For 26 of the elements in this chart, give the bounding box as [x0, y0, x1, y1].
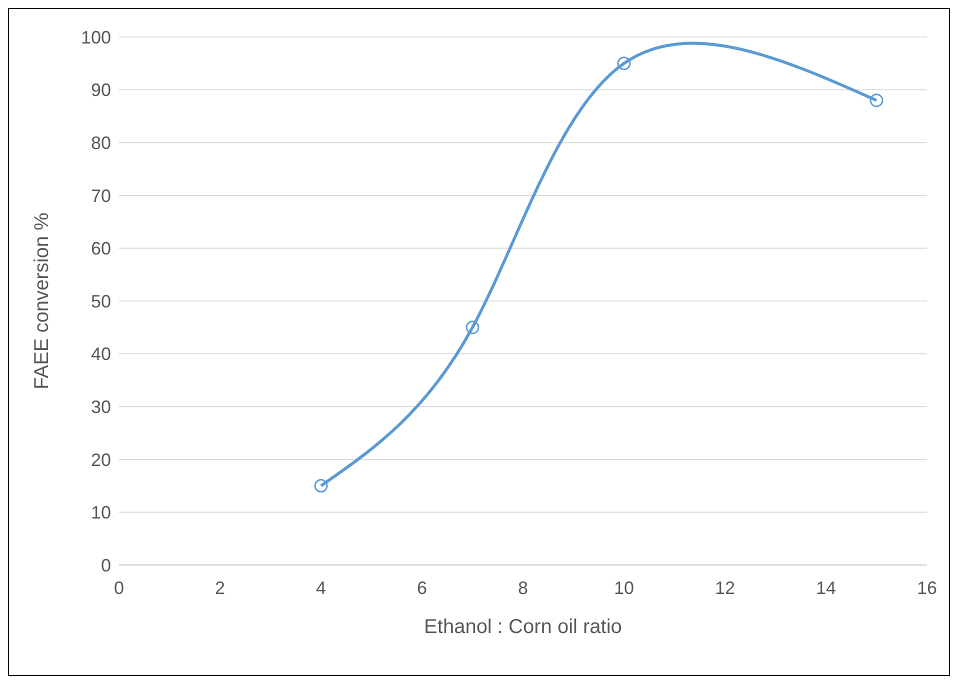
y-tick-label: 100: [80, 27, 111, 48]
y-tick-label: 60: [90, 238, 111, 259]
y-axis-title: FAEE conversion %: [31, 212, 54, 390]
y-tick-label: 90: [90, 80, 111, 100]
x-tick-label: 16: [916, 578, 938, 598]
y-tick-label: 80: [90, 132, 111, 153]
point: [466, 320, 480, 334]
x-tick-label: 10: [614, 578, 634, 598]
x-axis-title: Ethanol : Corn oil ratio: [424, 616, 622, 638]
point: [314, 479, 328, 493]
y-tick-label: 0: [100, 555, 111, 576]
x-tick-label: 2: [214, 578, 226, 598]
x-tick-label: 4: [316, 578, 326, 598]
y-tick-label: 50: [90, 291, 111, 312]
y-tick-label: 70: [90, 186, 111, 206]
y-tick-label: 20: [90, 450, 111, 470]
point: [870, 94, 884, 108]
y-tick-label: 30: [90, 396, 111, 417]
x-tick-label: 12: [714, 578, 736, 598]
x-tick-label: 6: [416, 578, 428, 598]
point: [617, 56, 631, 70]
y-tick-label: 10: [90, 502, 111, 523]
x-tick-label: 0: [114, 578, 124, 598]
y-tick-label: 40: [90, 344, 111, 364]
x-tick-label: 14: [816, 578, 836, 598]
x-tick-label: 8: [518, 578, 528, 598]
